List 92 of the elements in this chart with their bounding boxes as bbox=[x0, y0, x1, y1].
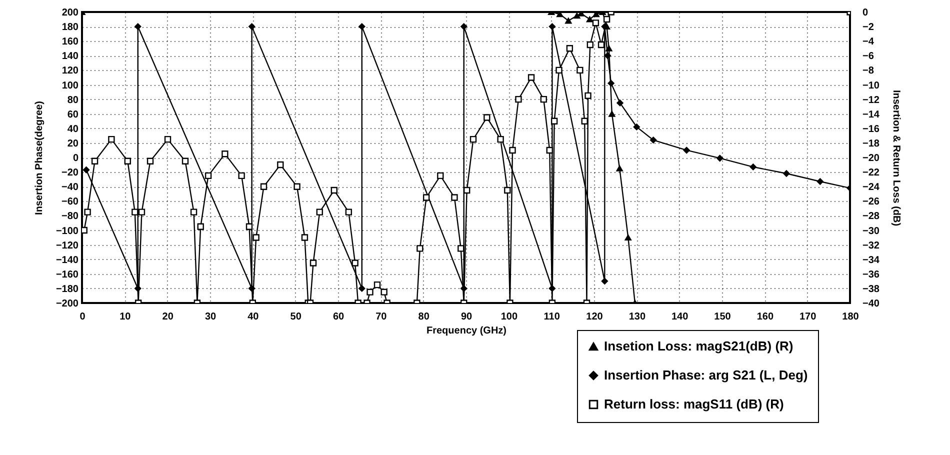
y2-tick-label: −24 bbox=[862, 182, 880, 194]
point bbox=[82, 166, 90, 174]
x-tick-label: 50 bbox=[290, 312, 302, 322]
y2-tick-label: −10 bbox=[862, 80, 880, 92]
y2-tick-label: −28 bbox=[862, 211, 880, 222]
point bbox=[601, 278, 608, 285]
y2-tick-label: −12 bbox=[862, 94, 880, 106]
y-tick-label: −100 bbox=[56, 226, 79, 237]
x-tick-label: 80 bbox=[418, 312, 430, 322]
y-tick-label: −140 bbox=[56, 254, 79, 266]
x-tick-label: 10 bbox=[120, 312, 132, 322]
y-tick-label: 100 bbox=[62, 80, 79, 92]
point bbox=[586, 16, 594, 22]
x-tick-label: 70 bbox=[376, 312, 388, 322]
y-tick-label: 160 bbox=[62, 36, 79, 48]
legend-label: Insertion Phase: arg S21 (L, Deg) bbox=[604, 368, 808, 382]
y2-tick-label: 0 bbox=[862, 8, 868, 18]
point bbox=[616, 100, 624, 106]
y2-tick-label: −6 bbox=[862, 51, 874, 62]
point bbox=[633, 124, 640, 130]
point bbox=[716, 154, 724, 162]
y-tick-label: 180 bbox=[62, 22, 79, 34]
x-tick-label: 150 bbox=[714, 312, 732, 322]
y-axis-title: Insertion Phase(degree) bbox=[34, 101, 45, 215]
point bbox=[248, 23, 256, 30]
y2-tick-label: −2 bbox=[862, 22, 874, 34]
y-tick-label: 0 bbox=[72, 153, 79, 164]
point bbox=[548, 23, 556, 30]
y-tick-label: −180 bbox=[56, 284, 79, 295]
y-tick-label: −80 bbox=[62, 211, 79, 222]
y2-axis-title: Insertion & Return Loss (dB) bbox=[890, 90, 902, 226]
y-tick-label: 140 bbox=[62, 51, 79, 62]
point bbox=[358, 285, 366, 292]
point bbox=[683, 146, 690, 154]
x-tick-label: 30 bbox=[204, 312, 216, 322]
y-tick-label: 40 bbox=[67, 124, 79, 135]
point bbox=[608, 110, 616, 117]
y-tick-label: 20 bbox=[67, 138, 79, 150]
y-tick-label: −40 bbox=[62, 182, 79, 194]
y-tick-label: −200 bbox=[56, 298, 79, 310]
point bbox=[816, 178, 824, 185]
point bbox=[783, 170, 790, 177]
x-tick-label: 130 bbox=[628, 312, 646, 322]
point bbox=[624, 234, 632, 240]
y2-tick-label: −38 bbox=[862, 284, 880, 295]
x-tick-label: 110 bbox=[544, 312, 560, 322]
point bbox=[460, 23, 468, 30]
legend-label: Insetion Loss: magS21(dB) (R) bbox=[604, 338, 794, 354]
y2-tick-label: −22 bbox=[862, 168, 880, 179]
y2-tick-label: −16 bbox=[862, 124, 880, 135]
y-tick-label: 120 bbox=[62, 66, 79, 77]
y-tick-label: 80 bbox=[67, 94, 79, 106]
y2-tick-label: −32 bbox=[862, 240, 880, 252]
x-tick-label: 100 bbox=[500, 312, 518, 322]
y-tick-label: 60 bbox=[67, 109, 79, 120]
y2-tick-label: −30 bbox=[862, 226, 880, 237]
point bbox=[616, 165, 623, 172]
y-tick-label: −60 bbox=[62, 196, 79, 208]
legend-label: Return loss: magS11 (dB) (R) bbox=[604, 396, 784, 412]
x-tick-label: 40 bbox=[248, 312, 260, 322]
x-tick-label: 170 bbox=[799, 312, 817, 322]
y2-tick-label: −8 bbox=[862, 66, 874, 77]
y2-tick-label: −40 bbox=[862, 298, 880, 310]
point bbox=[606, 45, 612, 52]
point bbox=[358, 23, 366, 30]
point bbox=[650, 136, 657, 144]
point bbox=[750, 164, 756, 170]
y2-tick-label: −18 bbox=[862, 138, 880, 150]
y-tick-label: −160 bbox=[56, 269, 79, 280]
y2-tick-label: −4 bbox=[862, 36, 874, 48]
point bbox=[134, 23, 142, 30]
x-tick-label: 180 bbox=[842, 312, 860, 322]
y-tick-label: −20 bbox=[62, 168, 79, 179]
point bbox=[556, 12, 564, 18]
y-tick-label: 200 bbox=[62, 8, 79, 18]
x-tick-label: 0 bbox=[80, 312, 86, 322]
x-tick-label: 160 bbox=[756, 312, 774, 322]
y2-tick-label: −26 bbox=[862, 196, 880, 208]
x-tick-label: 60 bbox=[332, 312, 344, 322]
x-tick-label: 120 bbox=[586, 312, 604, 322]
x-tick-label: 90 bbox=[460, 312, 472, 322]
x-axis-title: Frequency (GHz) bbox=[426, 326, 507, 336]
y2-tick-label: −20 bbox=[862, 153, 880, 164]
x-tick-label: 20 bbox=[162, 312, 174, 322]
y2-tick-label: −14 bbox=[862, 109, 880, 120]
y2-tick-label: −36 bbox=[862, 269, 880, 280]
point bbox=[574, 12, 580, 19]
y2-tick-label: −34 bbox=[862, 254, 880, 266]
y-tick-label: −120 bbox=[56, 240, 79, 252]
point bbox=[565, 18, 572, 24]
x-tick-label: 140 bbox=[671, 312, 689, 322]
point bbox=[592, 12, 600, 18]
